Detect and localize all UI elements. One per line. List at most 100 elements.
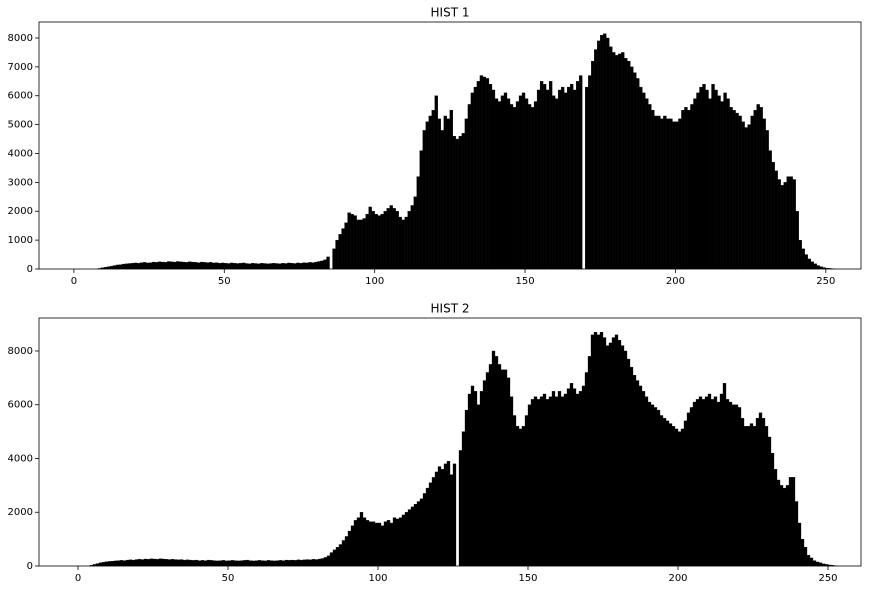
bar: [179, 559, 184, 567]
bar: [756, 104, 760, 270]
axes-frame: [38, 317, 862, 567]
bar: [741, 121, 745, 270]
bar: [563, 393, 568, 567]
bar: [124, 263, 129, 270]
bar: [293, 560, 298, 567]
bar: [506, 377, 511, 567]
bar: [374, 522, 379, 567]
bar: [581, 385, 586, 567]
bar: [632, 375, 637, 567]
bar: [221, 262, 225, 270]
bar: [347, 212, 351, 270]
bar: [272, 263, 276, 270]
bar: [624, 58, 628, 270]
bar: [617, 340, 622, 567]
bar: [200, 261, 204, 270]
bar: [371, 521, 376, 567]
bar: [179, 261, 183, 270]
bar: [167, 559, 172, 567]
bar: [104, 561, 109, 567]
bar: [389, 205, 393, 270]
bar: [242, 262, 246, 270]
bar: [689, 407, 694, 567]
bar: [725, 399, 730, 567]
bar: [443, 115, 447, 270]
bar: [314, 559, 319, 567]
bar: [380, 525, 385, 567]
bar: [753, 110, 757, 270]
bar: [743, 426, 748, 567]
bar: [287, 560, 292, 567]
bar: [359, 219, 363, 270]
bar: [590, 334, 595, 567]
bar: [545, 399, 550, 567]
bar: [470, 385, 475, 567]
bar: [699, 86, 703, 270]
bar: [789, 176, 793, 270]
bar: [377, 522, 382, 567]
bar: [293, 263, 297, 270]
bar: [752, 426, 757, 567]
bar: [296, 559, 301, 567]
bar: [154, 262, 159, 270]
bar: [795, 211, 799, 270]
bar: [524, 415, 529, 567]
bar: [236, 263, 240, 270]
bar: [191, 261, 195, 270]
bar: [218, 560, 223, 567]
bar: [521, 92, 526, 270]
bar: [729, 107, 733, 270]
bar: [660, 118, 664, 270]
x-tick-label: 150: [515, 276, 534, 287]
bar: [539, 396, 544, 567]
bar: [533, 396, 538, 567]
bar: [512, 415, 517, 567]
bar: [758, 412, 763, 567]
bar: [113, 560, 118, 567]
bar: [404, 512, 409, 567]
bar: [437, 118, 441, 270]
bar: [572, 388, 577, 567]
bar: [755, 418, 760, 567]
bar: [302, 559, 307, 567]
bar: [142, 262, 147, 270]
bar: [251, 263, 255, 270]
bar: [792, 179, 796, 270]
bar: [365, 213, 369, 270]
bar: [344, 222, 348, 270]
bar: [254, 263, 258, 270]
bar: [221, 560, 226, 567]
bar: [470, 92, 475, 270]
bar: [777, 179, 781, 270]
bar: [263, 263, 267, 270]
bar: [446, 118, 450, 270]
bar: [320, 260, 324, 270]
bar: [284, 263, 288, 270]
bar: [708, 98, 712, 270]
bar: [248, 560, 253, 567]
bar: [783, 182, 787, 270]
bar: [422, 130, 426, 270]
bar: [744, 127, 748, 270]
x-tick-label: 50: [222, 573, 235, 584]
bar: [560, 396, 565, 567]
bar: [230, 262, 234, 270]
bar: [615, 55, 619, 270]
y-tick-label: 4000: [8, 453, 33, 464]
bar: [110, 561, 115, 567]
bar: [344, 536, 349, 567]
bar: [182, 559, 187, 567]
x-tick-label: 150: [518, 573, 537, 584]
bar: [786, 176, 790, 270]
bar: [548, 81, 553, 270]
bar: [638, 385, 643, 567]
bar: [266, 263, 270, 270]
bar: [476, 81, 481, 270]
bar: [809, 557, 814, 567]
bar: [188, 559, 193, 567]
bar: [434, 95, 438, 270]
bar: [311, 559, 316, 567]
bar: [266, 560, 271, 567]
bar: [626, 358, 631, 567]
bar: [431, 110, 435, 270]
